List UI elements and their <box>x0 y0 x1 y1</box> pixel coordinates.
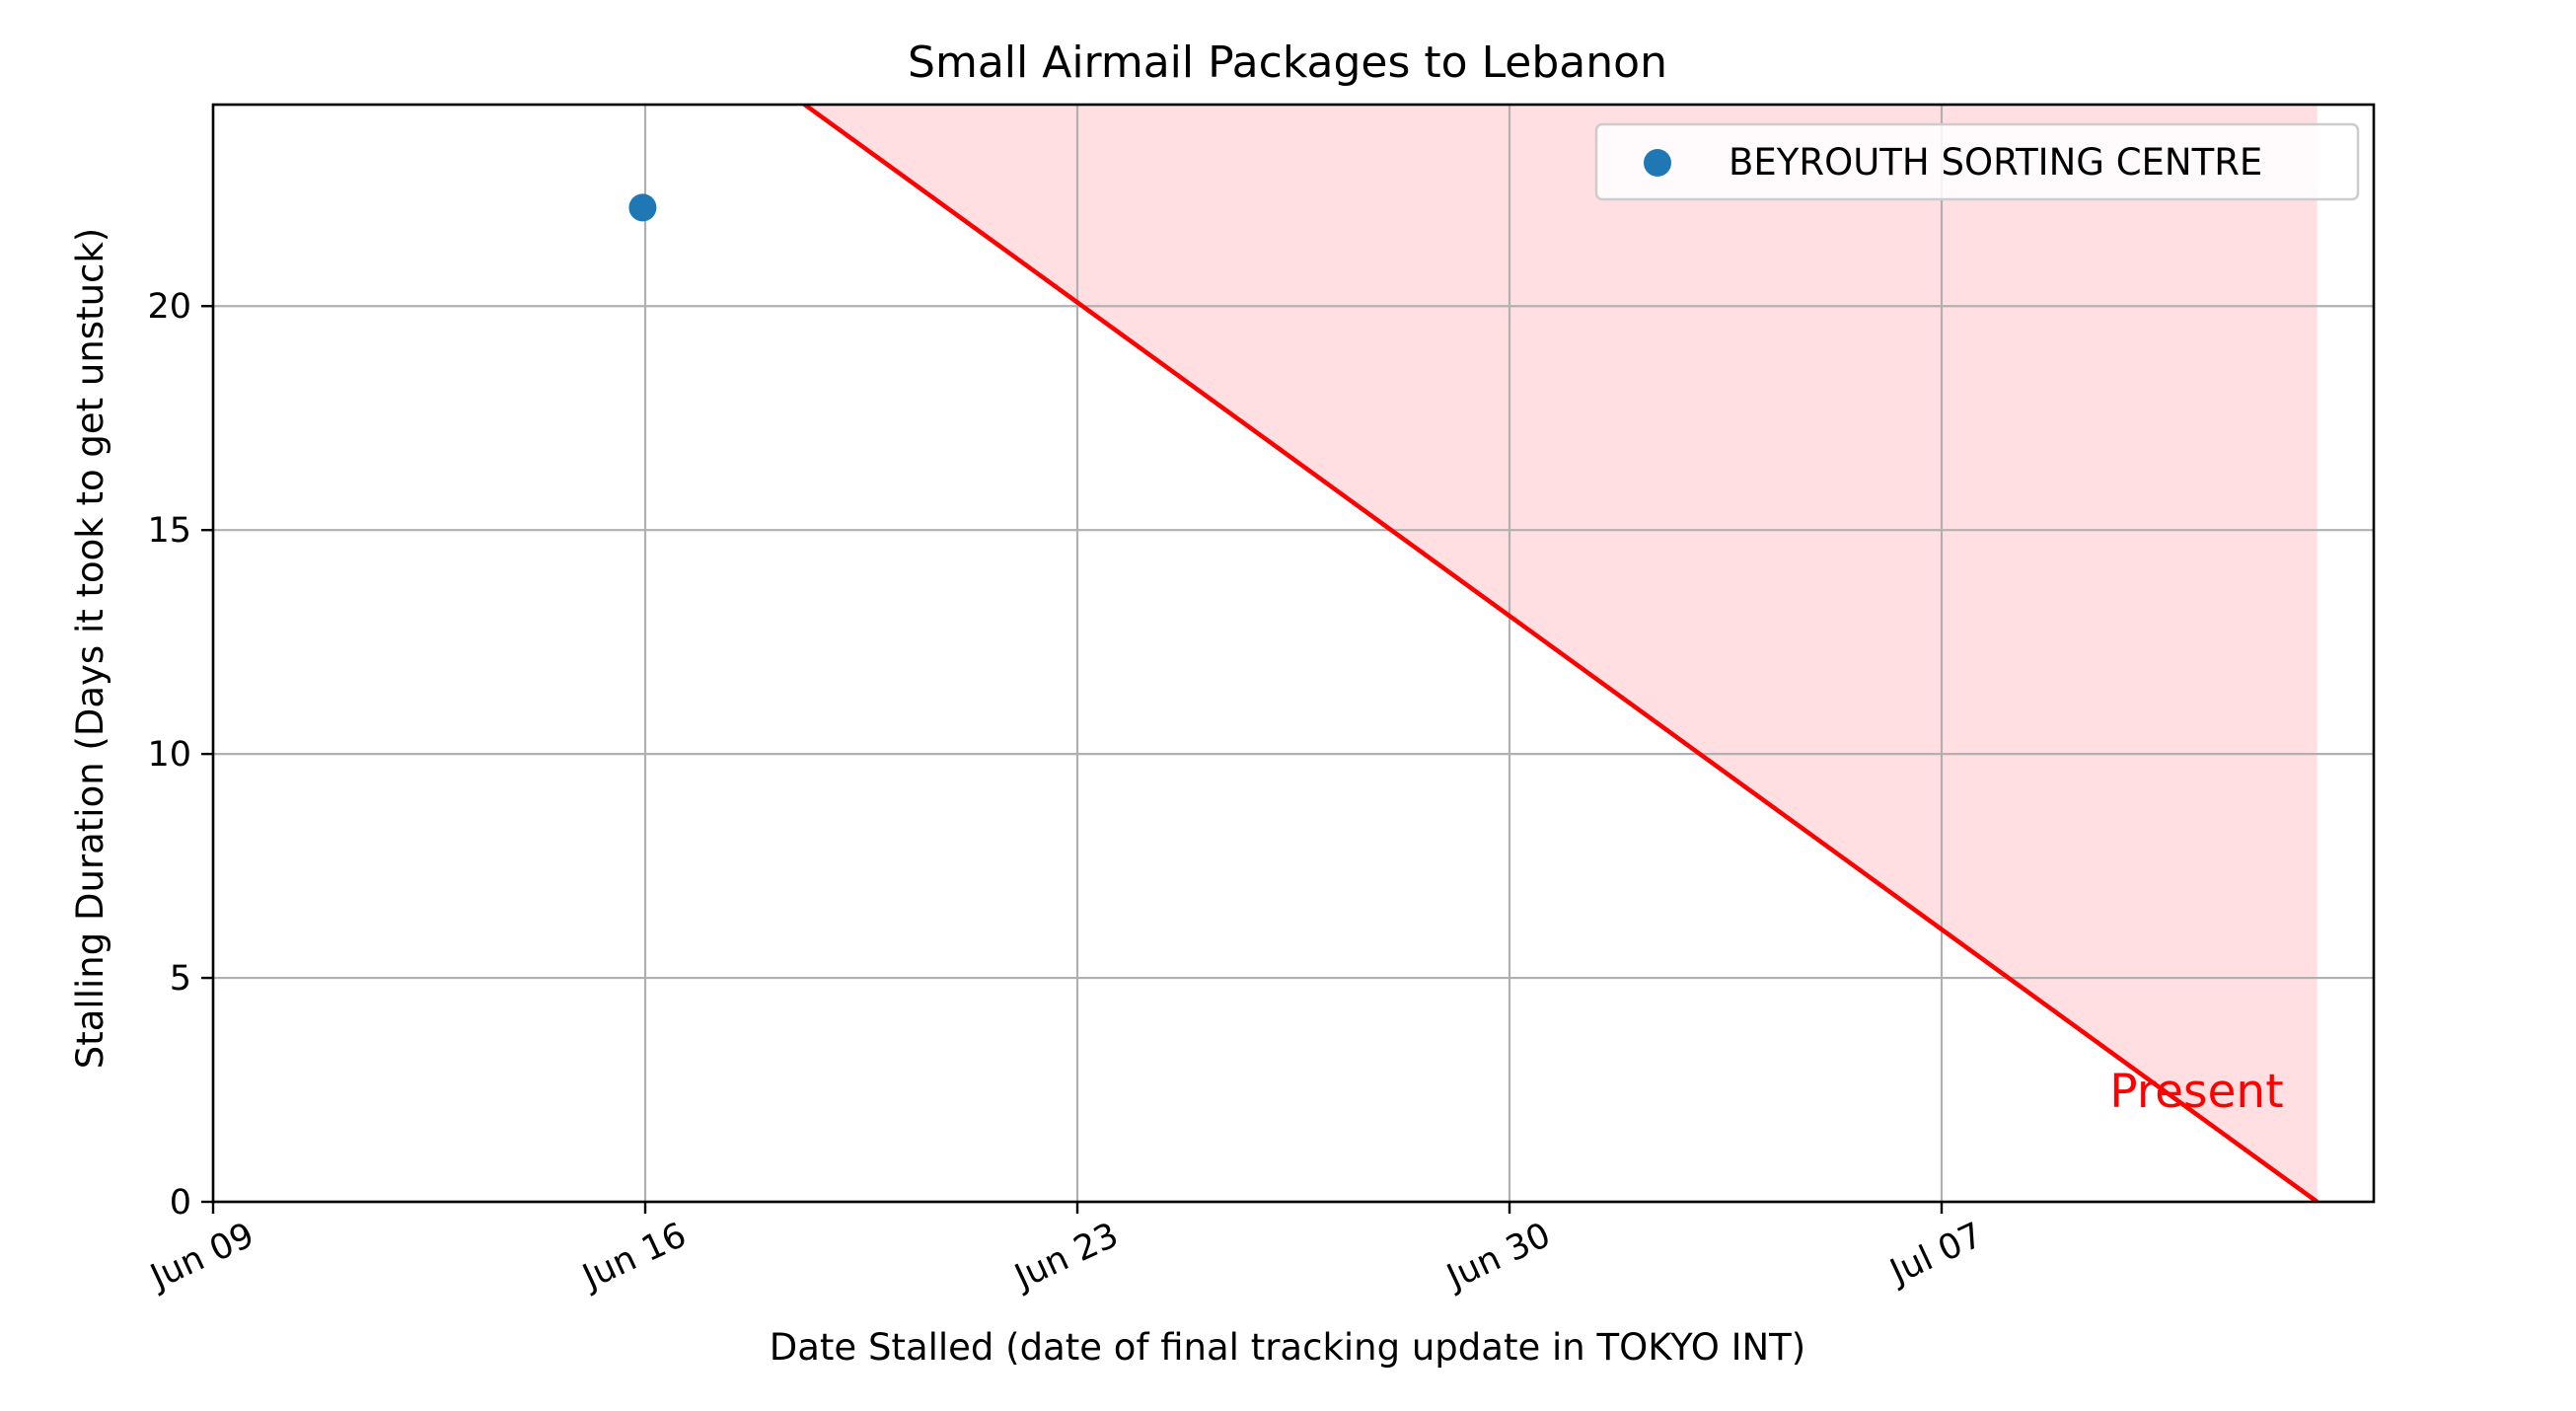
x-tick-label-3: Jun 30 <box>1439 1216 1557 1299</box>
plot-area: Present Jun 09 Jun 16 Jun 23 Jun 30 Jul 07 0 5 1… <box>143 103 2376 1299</box>
legend-box <box>1594 122 2360 201</box>
legend-marker <box>1644 149 1671 177</box>
y-tick-label-2: 10 <box>147 735 191 775</box>
y-tick-label-1: 5 <box>170 959 191 999</box>
present-label: Present <box>2109 1065 2283 1119</box>
present-line <box>800 105 2318 1202</box>
x-axis-label: Date Stalled (date of final tracking upd… <box>770 1326 1805 1369</box>
x-tick-label-1: Jun 16 <box>575 1216 693 1299</box>
y-axis-label: Stalling Duration (Days it took to get u… <box>69 228 111 1069</box>
x-tick-label-2: Jun 23 <box>1007 1216 1125 1299</box>
y-tick-label-3: 15 <box>147 511 191 551</box>
data-point-0-0 <box>628 193 657 222</box>
y-tick-label-4: 20 <box>147 287 191 327</box>
legend-entry-beyrouth: BEYROUTH SORTING CENTRE <box>1729 141 2262 184</box>
legend: BEYROUTH SORTING CENTRE <box>1594 122 2360 201</box>
x-tick-label-0: Jun 09 <box>143 1216 260 1299</box>
chart-title: Small Airmail Packages to Lebanon <box>908 37 1667 88</box>
x-tick-label-4: Jul 07 <box>1882 1216 1988 1293</box>
y-tick-label-0: 0 <box>170 1183 191 1223</box>
axes-frame <box>211 103 2376 1204</box>
